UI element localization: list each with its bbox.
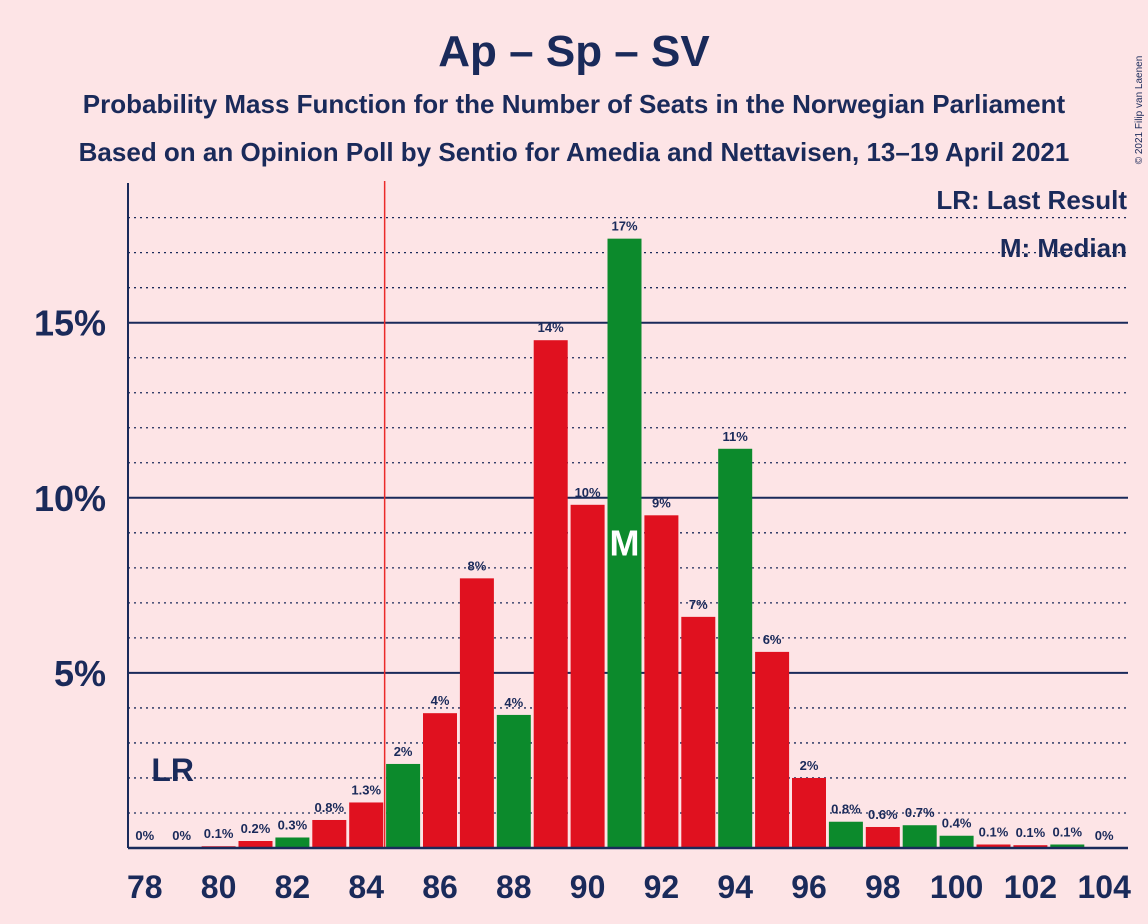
last-result-marker: LR bbox=[151, 752, 194, 788]
bar bbox=[644, 515, 679, 848]
x-tick-label: 84 bbox=[348, 869, 384, 905]
x-tick-label: 88 bbox=[496, 869, 532, 905]
median-marker: M bbox=[610, 522, 640, 563]
bar bbox=[238, 840, 273, 848]
x-tick-label: 92 bbox=[644, 869, 680, 905]
bar bbox=[533, 340, 568, 848]
x-tick-label: 90 bbox=[570, 869, 606, 905]
copyright-text: © 2021 Filip van Laenen bbox=[1134, 56, 1145, 165]
bar bbox=[570, 504, 605, 848]
bar bbox=[386, 763, 421, 848]
data-label: 17% bbox=[611, 219, 637, 234]
axes bbox=[127, 181, 1128, 850]
x-tick-labels: 78 80 82 84 86 88 90 92 94 96 98 100 102 104 bbox=[127, 869, 1131, 905]
chart-subtitle-1: Probability Mass Function for the Number… bbox=[83, 89, 1066, 119]
bar bbox=[902, 825, 937, 848]
bar bbox=[312, 819, 347, 848]
chart-title: Ap – Sp – SV bbox=[438, 27, 710, 76]
y-tick-label: 5% bbox=[54, 653, 106, 694]
x-tick-label: 82 bbox=[275, 869, 311, 905]
data-label: 0.3% bbox=[278, 817, 308, 832]
x-tick-label: 102 bbox=[1004, 869, 1057, 905]
legend-last-result: LR: Last Result bbox=[936, 185, 1127, 215]
bar bbox=[718, 448, 753, 848]
data-label: 2% bbox=[394, 744, 413, 759]
data-label: 1.3% bbox=[351, 782, 381, 797]
data-label: 0.6% bbox=[868, 807, 898, 822]
bar bbox=[865, 826, 900, 848]
data-label: 0.1% bbox=[204, 826, 234, 841]
chart-subtitle-2: Based on an Opinion Poll by Sentio for A… bbox=[79, 137, 1070, 167]
x-tick-label: 104 bbox=[1078, 869, 1132, 905]
bar bbox=[1013, 845, 1048, 848]
data-label: 6% bbox=[763, 632, 782, 647]
data-label: 0.2% bbox=[241, 821, 271, 836]
x-tick-label: 78 bbox=[127, 869, 163, 905]
bar bbox=[755, 651, 790, 848]
x-tick-label: 94 bbox=[717, 869, 753, 905]
bar bbox=[423, 713, 457, 848]
bar bbox=[349, 802, 384, 848]
data-label: 0.8% bbox=[831, 802, 861, 817]
bar bbox=[939, 835, 974, 848]
x-tick-label: 86 bbox=[422, 869, 458, 905]
bar bbox=[496, 714, 531, 848]
data-label: 11% bbox=[723, 429, 749, 444]
y-tick-label: 10% bbox=[34, 478, 106, 519]
bar bbox=[607, 238, 642, 849]
bar bbox=[275, 837, 310, 848]
data-label: 4% bbox=[504, 695, 523, 710]
data-label: 2% bbox=[800, 758, 819, 773]
data-label: 0.8% bbox=[314, 800, 344, 815]
bar bbox=[1050, 844, 1085, 848]
data-label: 0.7% bbox=[905, 805, 935, 820]
data-label: 0% bbox=[172, 828, 191, 843]
data-label: 0% bbox=[135, 828, 154, 843]
data-label: 7% bbox=[689, 597, 708, 612]
data-label: 8% bbox=[468, 558, 487, 573]
legend-median: M: Median bbox=[1000, 233, 1127, 263]
data-label: 0.1% bbox=[1052, 824, 1082, 839]
bar bbox=[681, 616, 716, 848]
y-tick-label: 15% bbox=[34, 303, 106, 344]
bars bbox=[201, 238, 1085, 849]
data-label: 0.1% bbox=[1016, 825, 1046, 840]
data-labels: 0% 0% 0.1% 0.2% 0.3% 0.8% 1.3% 2% 4% 8% 4% 14% 10% 17… bbox=[135, 219, 1114, 843]
bar bbox=[792, 777, 826, 848]
y-tick-labels: 5% 10% 15% bbox=[34, 303, 106, 694]
data-label: 0.1% bbox=[979, 824, 1009, 839]
x-tick-label: 98 bbox=[865, 869, 901, 905]
bar bbox=[976, 844, 1011, 848]
x-tick-label: 80 bbox=[201, 869, 237, 905]
data-label: 0% bbox=[1095, 828, 1114, 843]
data-label: 9% bbox=[652, 495, 671, 510]
x-tick-label: 100 bbox=[930, 869, 983, 905]
data-label: 10% bbox=[575, 485, 601, 500]
data-label: 4% bbox=[431, 693, 450, 708]
data-label: 14% bbox=[538, 320, 564, 335]
bar bbox=[828, 821, 863, 848]
bar bbox=[459, 578, 494, 848]
x-tick-label: 96 bbox=[791, 869, 827, 905]
data-label: 0.4% bbox=[942, 816, 972, 831]
